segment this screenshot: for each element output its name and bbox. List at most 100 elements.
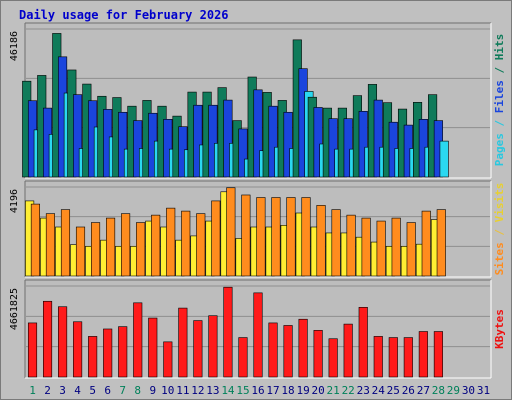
x-tick-label-day-6: 6 [104, 384, 111, 397]
bar-files-day-17 [268, 105, 278, 178]
bar-kbytes-day-8 [133, 302, 143, 378]
x-tick-label-day-31: 31 [477, 384, 490, 397]
bar-sites-day-6 [106, 217, 116, 277]
x-tick-label-day-2: 2 [44, 384, 51, 397]
bar-files-day-21 [328, 118, 338, 178]
bar-sites-day-16 [256, 197, 266, 277]
bar-sites-day-7 [121, 213, 131, 277]
x-tick-label-day-28: 28 [432, 384, 445, 397]
x-tick-label-day-25: 25 [387, 384, 400, 397]
bar-sites-day-23 [361, 217, 371, 277]
bar-sites-day-13 [211, 200, 221, 277]
bar-kbytes-day-15 [238, 337, 248, 378]
bar-files-day-16 [253, 89, 263, 178]
bar-kbytes-day-25 [388, 337, 398, 378]
bar-sites-day-14 [226, 187, 236, 277]
side-label-hits-files-pages-part: / [493, 113, 506, 133]
x-tick-label-day-18: 18 [281, 384, 294, 397]
bar-kbytes-day-21 [328, 338, 338, 378]
side-label-kbytes-part: KBytes [493, 309, 506, 349]
bar-kbytes-day-23 [358, 307, 368, 378]
x-tick-label-day-12: 12 [191, 384, 204, 397]
bar-kbytes-day-3 [58, 306, 68, 378]
bar-kbytes-day-14 [223, 286, 233, 378]
bar-sites-day-12 [196, 213, 206, 277]
side-label-hits-files-pages-part: Files [493, 80, 506, 113]
bar-kbytes-day-6 [103, 328, 113, 378]
x-tick-label-day-13: 13 [206, 384, 219, 397]
bar-kbytes-day-22 [343, 323, 353, 378]
x-tick-label-day-17: 17 [266, 384, 279, 397]
bar-kbytes-day-2 [42, 300, 53, 378]
hits-panel-ymax-label: 46186 [9, 31, 20, 61]
bar-sites-day-18 [286, 197, 296, 277]
side-label-hits-files-pages-part: Pages [493, 133, 506, 166]
bar-kbytes-day-18 [283, 325, 293, 378]
visits-panel-ymax-label: 4196 [9, 189, 20, 213]
bar-files-day-23 [358, 111, 368, 178]
bar-files-day-22 [343, 118, 353, 178]
side-label-kbytes: KBytes [493, 309, 506, 349]
bar-pages-day-28 [439, 140, 449, 178]
side-label-visits-sites-part: Sites [493, 242, 506, 275]
x-tick-label-day-4: 4 [74, 384, 81, 397]
bar-files-day-13 [208, 104, 218, 178]
bar-sites-day-5 [91, 222, 101, 277]
x-tick-label-day-23: 23 [357, 384, 370, 397]
bar-sites-day-19 [301, 197, 311, 277]
bar-sites-day-15 [241, 194, 251, 277]
bar-kbytes-day-5 [88, 336, 98, 378]
side-label-hits-files-pages-part: Hits [493, 34, 506, 61]
x-tick-label-day-29: 29 [447, 384, 460, 397]
bar-kbytes-day-20 [313, 330, 323, 378]
x-tick-label-day-3: 3 [59, 384, 66, 397]
bar-sites-day-28 [436, 209, 446, 277]
bar-kbytes-day-12 [193, 320, 203, 378]
kbytes-panel-ymax-label: 4661825 [9, 288, 20, 330]
x-tick-label-day-10: 10 [161, 384, 174, 397]
bar-files-day-20 [313, 107, 323, 178]
bar-files-day-4 [73, 94, 83, 178]
bar-kbytes-day-13 [208, 315, 218, 378]
bar-sites-day-3 [60, 209, 71, 277]
side-label-hits-files-pages-part: / [493, 60, 506, 80]
bar-kbytes-day-24 [373, 336, 383, 378]
side-label-visits-sites: Sites / Visits [493, 183, 506, 276]
x-tick-label-day-7: 7 [119, 384, 126, 397]
x-tick-label-day-9: 9 [149, 384, 156, 397]
x-tick-label-day-11: 11 [176, 384, 189, 397]
bar-sites-day-2 [45, 213, 56, 277]
x-tick-label-day-1: 1 [29, 384, 36, 397]
bar-files-day-14 [223, 99, 233, 178]
x-tick-label-day-22: 22 [342, 384, 355, 397]
bar-sites-day-1 [30, 203, 40, 277]
x-tick-label-day-26: 26 [402, 384, 415, 397]
bar-sites-day-21 [331, 209, 341, 277]
bar-kbytes-day-16 [253, 292, 263, 378]
x-tick-label-day-8: 8 [134, 384, 141, 397]
x-tick-label-day-5: 5 [89, 384, 96, 397]
bar-kbytes-day-26 [403, 337, 413, 378]
side-label-hits-files-pages: Pages / Files / Hits [493, 34, 506, 167]
x-tick-label-day-14: 14 [221, 384, 235, 397]
bar-files-day-12 [193, 104, 203, 178]
bar-files-day-7 [118, 111, 128, 178]
bar-kbytes-day-19 [298, 318, 308, 378]
x-tick-label-day-20: 20 [312, 384, 325, 397]
x-tick-label-day-19: 19 [296, 384, 309, 397]
x-tick-label-day-30: 30 [462, 384, 475, 397]
bar-files-day-10 [163, 119, 173, 178]
bar-kbytes-day-17 [268, 322, 278, 378]
bar-sites-day-20 [316, 205, 326, 277]
bar-sites-day-11 [181, 210, 191, 277]
bar-sites-day-17 [271, 197, 281, 277]
bar-sites-day-25 [391, 217, 401, 277]
side-label-visits-sites-part: Visits [493, 183, 506, 223]
chart-title: Daily usage for February 2026 [19, 8, 229, 22]
x-tick-label-day-24: 24 [372, 384, 386, 397]
bar-kbytes-day-9 [148, 317, 158, 378]
x-tick-label-day-15: 15 [236, 384, 249, 397]
side-label-visits-sites-part: / [493, 222, 506, 242]
x-tick-label-day-27: 27 [417, 384, 430, 397]
